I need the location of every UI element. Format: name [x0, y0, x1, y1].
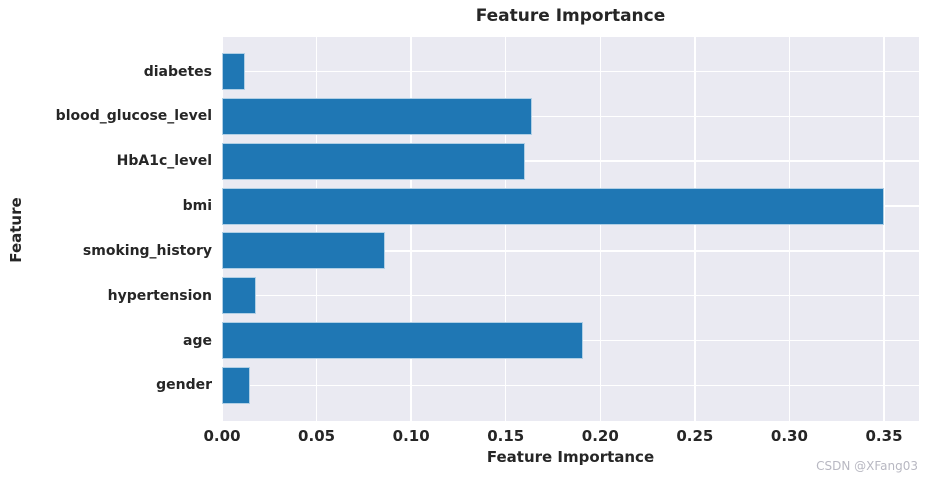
vertical-gridline-0.05	[315, 37, 318, 421]
vertical-gridline-0.30	[788, 37, 791, 421]
x-tick-label-0.25: 0.25	[676, 427, 714, 445]
plot-background	[222, 37, 919, 421]
vertical-gridline-0.00	[221, 37, 223, 421]
horizontal-gridline-HbA1c_level	[222, 160, 919, 162]
y-tick-label-bmi: bmi	[182, 198, 212, 215]
y-axis-label: Feature	[7, 197, 25, 263]
horizontal-gridline-blood_glucose_level	[222, 115, 919, 118]
vertical-gridline-0.10	[410, 37, 412, 421]
bar-hypertension	[222, 277, 257, 315]
x-tick-label-0.20: 0.20	[581, 427, 619, 445]
vertical-gridline-0.20	[599, 37, 602, 421]
vertical-gridline-0.35	[883, 37, 885, 421]
x-tick-label-0.05: 0.05	[298, 427, 336, 445]
bar-gender	[222, 366, 251, 404]
bar-smoking_history	[222, 232, 385, 270]
y-tick-label-blood_glucose_level: blood_glucose_level	[55, 108, 212, 125]
y-tick-label-diabetes: diabetes	[143, 63, 212, 80]
bar-blood_glucose_level	[222, 97, 533, 135]
bar-age	[222, 322, 584, 360]
x-tick-label-0.30: 0.30	[770, 427, 808, 445]
vertical-gridline-0.15	[504, 37, 507, 421]
y-tick-label-hypertension: hypertension	[107, 287, 212, 304]
x-tick-label-0.15: 0.15	[487, 427, 525, 445]
horizontal-gridline-diabetes	[222, 70, 919, 73]
x-tick-label-0.00: 0.00	[203, 427, 241, 445]
chart-title: Feature Importance	[475, 6, 666, 26]
y-tick-label-gender: gender	[156, 377, 212, 394]
horizontal-gridline-gender	[222, 384, 919, 387]
y-tick-label-HbA1c_level: HbA1c_level	[116, 153, 212, 170]
bar-diabetes	[222, 53, 245, 90]
plot-area	[221, 37, 919, 421]
vertical-gridline-0.25	[694, 37, 696, 421]
watermark: CSDN @XFang03	[816, 459, 918, 473]
y-tick-label-age: age	[183, 332, 212, 349]
bar-bmi	[222, 187, 884, 225]
x-tick-label-0.10: 0.10	[392, 427, 430, 445]
horizontal-gridline-hypertension	[222, 294, 919, 297]
x-axis-label: Feature Importance	[486, 448, 655, 466]
horizontal-gridline-smoking_history	[222, 250, 919, 252]
y-tick-label-smoking_history: smoking_history	[82, 242, 212, 259]
x-tick-label-0.35: 0.35	[865, 427, 903, 445]
bar-HbA1c_level	[222, 142, 525, 180]
